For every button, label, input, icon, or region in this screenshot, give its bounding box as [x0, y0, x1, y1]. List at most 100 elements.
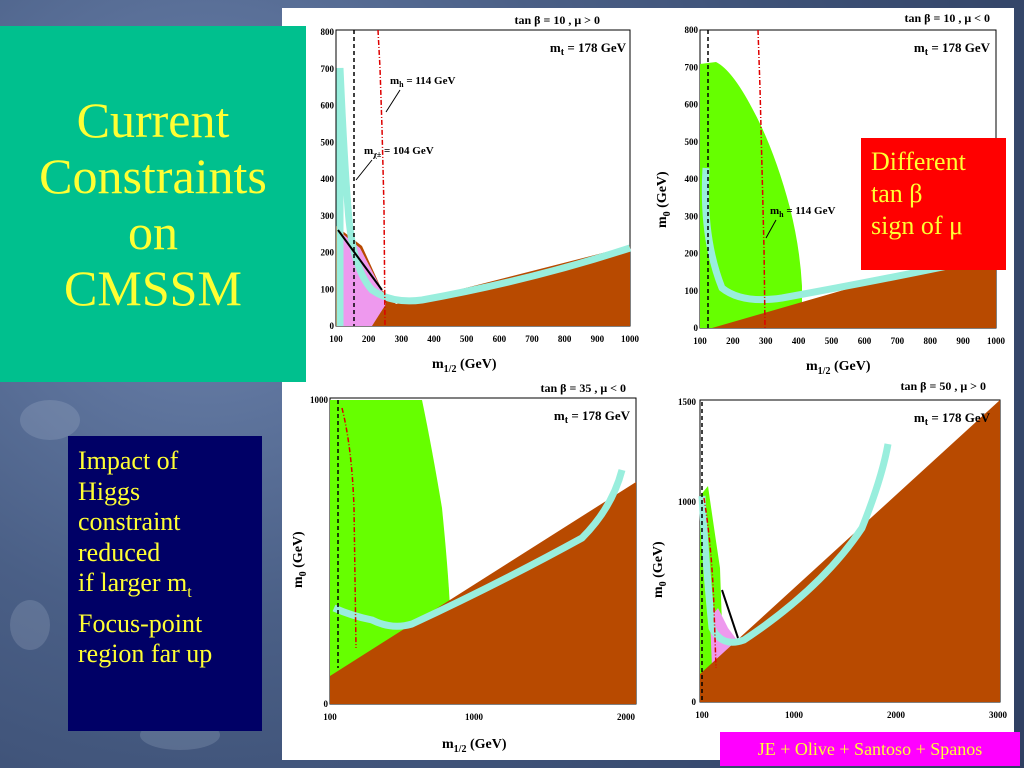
plot3-y-ticks: 0 1000 [310, 395, 329, 709]
x-tick-label: 100 [695, 710, 709, 720]
plot1-mh-annotation: mh = 114 GeV [390, 75, 455, 89]
title-line-4: CMSSM [64, 260, 242, 316]
plot4-ylabel: m0 (GeV) [651, 541, 669, 598]
x-tick-label: 300 [395, 334, 409, 344]
different-line-3: sign of μ [871, 211, 963, 240]
y-tick-label: 0 [330, 321, 335, 331]
x-tick-label: 700 [525, 334, 539, 344]
plot-1: tan β = 10 , μ > 0 mt = 178 GeV mh = 114… [321, 13, 640, 375]
plot4-cyan-strip [698, 443, 892, 646]
title-line-2: Constraints [39, 148, 267, 204]
x-tick-label: 200 [726, 336, 740, 346]
plot1-mt-label: mt = 178 GeV [550, 40, 627, 58]
plot1-excluded-region [336, 226, 630, 326]
y-tick-label: 700 [685, 62, 699, 72]
x-tick-label: 700 [891, 336, 905, 346]
plot2-mh-annotation: mh = 114 GeV [770, 205, 835, 219]
x-tick-label: 600 [858, 336, 872, 346]
y-tick-label: 700 [321, 64, 335, 74]
different-note-box: Different tan β sign of μ [861, 138, 1006, 270]
x-tick-label: 900 [591, 334, 605, 344]
x-tick-label: 900 [956, 336, 970, 346]
impact-line-2: Higgs [78, 476, 141, 506]
plot2-green-region [700, 62, 802, 328]
x-tick-label: 500 [460, 334, 474, 344]
y-tick-label: 0 [694, 323, 699, 333]
different-line-1: Different [871, 147, 966, 176]
plot2-header: tan β = 10 , μ < 0 [905, 11, 990, 25]
plot3-xlabel: m1/2 (GeV) [442, 737, 507, 755]
plot2-x-ticks: 100 200 300 400 500 600 700 800 900 1000 [693, 336, 1005, 346]
x-tick-label: 100 [323, 712, 337, 722]
slide-title: Current Constraints on CMSSM [39, 92, 267, 316]
impact-line-7: region far up [78, 639, 213, 669]
plot4-header: tan β = 50 , μ > 0 [901, 379, 986, 393]
y-tick-label: 500 [321, 137, 335, 147]
plot3-ylabel: m0 (GeV) [291, 531, 309, 588]
x-tick-label: 3000 [989, 710, 1008, 720]
title-box: Current Constraints on CMSSM [0, 26, 306, 382]
background-spot [10, 600, 50, 650]
y-tick-label: 500 [685, 137, 699, 147]
plot1-higgs-line [377, 29, 386, 327]
plot4-black-boundary [721, 589, 739, 639]
y-tick-label: 400 [321, 174, 335, 184]
plot-panel: tan β = 10 , μ > 0 mt = 178 GeV mh = 114… [282, 8, 1014, 760]
y-tick-label: 1000 [678, 497, 697, 507]
plots-svg: tan β = 10 , μ > 0 mt = 178 GeV mh = 114… [291, 11, 1008, 755]
x-tick-label: 600 [493, 334, 507, 344]
impact-note-box: Impact of Higgs constraint reduced if la… [68, 436, 262, 731]
y-tick-label: 800 [685, 25, 699, 35]
x-tick-label: 2000 [617, 712, 636, 722]
title-line-3: on [127, 204, 178, 260]
plot1-mchi-annotation: mχ± = 104 GeV [364, 145, 434, 159]
x-tick-label: 800 [923, 336, 937, 346]
plot3-header: tan β = 35 , μ < 0 [541, 381, 626, 395]
x-tick-label: 1000 [465, 712, 484, 722]
plot2-excluded-region [700, 246, 996, 328]
plot2-y-ticks: 0 100 200 300 400 500 600 700 800 [685, 25, 699, 333]
plot2-xlabel: m1/2 (GeV) [806, 359, 871, 377]
x-tick-label: 400 [792, 336, 806, 346]
x-tick-label: 300 [759, 336, 773, 346]
plot1-cyan-strip [336, 67, 632, 326]
y-tick-label: 200 [321, 248, 335, 258]
plot1-black-boundary [337, 229, 383, 291]
plot1-xlabel: m1/2 (GeV) [432, 357, 497, 375]
y-tick-label: 0 [692, 697, 697, 707]
plot2-ylabel: m0 (GeV) [655, 171, 673, 228]
plot3-higgs-line [341, 407, 357, 649]
plot4-y-ticks: 0 1000 1500 [678, 397, 697, 707]
plot2-higgs-line [757, 29, 766, 329]
plot3-x-ticks: 100 1000 2000 [323, 712, 635, 722]
y-tick-label: 600 [321, 101, 335, 111]
plot1-mh-arrow [385, 89, 401, 113]
plot3-cyan-strip [332, 469, 626, 630]
plot4-mt-label: mt = 178 GeV [914, 410, 991, 428]
title-line-1: Current [76, 92, 230, 148]
plot-4: tan β = 50 , μ > 0 mt = 178 GeV 0 1000 150… [651, 379, 1008, 720]
plot2-mh-arrow [765, 219, 777, 239]
plot1-mchi-arrow [355, 159, 373, 181]
x-tick-label: 400 [427, 334, 441, 344]
impact-line-3: constraint [78, 507, 181, 536]
plot1-x-ticks: 100 200 300 400 500 600 700 800 900 1000 [329, 334, 639, 344]
x-tick-label: 100 [329, 334, 343, 344]
impact-line-6: Focus-point [78, 608, 203, 638]
x-tick-label: 1000 [785, 710, 804, 720]
credit-box: JE + Olive + Santoso + Spanos [720, 732, 1020, 766]
y-tick-label: 1500 [678, 397, 697, 407]
plot2-mt-label: mt = 178 GeV [914, 40, 991, 58]
plot4-excluded-region [700, 400, 1000, 702]
y-tick-label: 300 [321, 211, 335, 221]
impact-line-5: if larger mt [78, 568, 192, 602]
plot4-x-ticks: 100 1000 2000 3000 [695, 710, 1007, 720]
different-line-2: tan β [871, 179, 923, 208]
plot1-header: tan β = 10 , μ > 0 [515, 13, 600, 27]
y-tick-label: 800 [321, 27, 335, 37]
x-tick-label: 1000 [987, 336, 1006, 346]
y-tick-label: 400 [685, 174, 699, 184]
y-tick-label: 1000 [310, 395, 329, 405]
y-tick-label: 600 [685, 100, 699, 110]
x-tick-label: 500 [825, 336, 839, 346]
